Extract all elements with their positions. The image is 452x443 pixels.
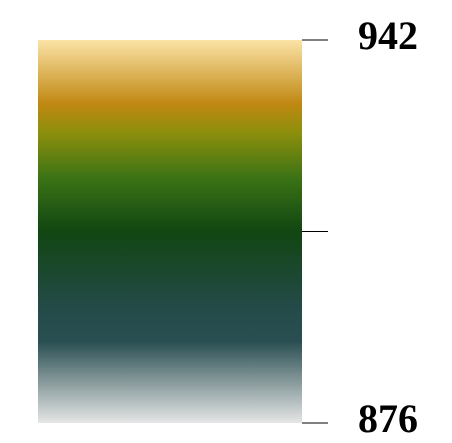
- colorbar-gradient: [38, 40, 302, 423]
- tick-label: 942: [358, 13, 418, 58]
- tick-label: 876: [358, 396, 418, 441]
- colorbar-ticks: 942 876: [302, 13, 418, 441]
